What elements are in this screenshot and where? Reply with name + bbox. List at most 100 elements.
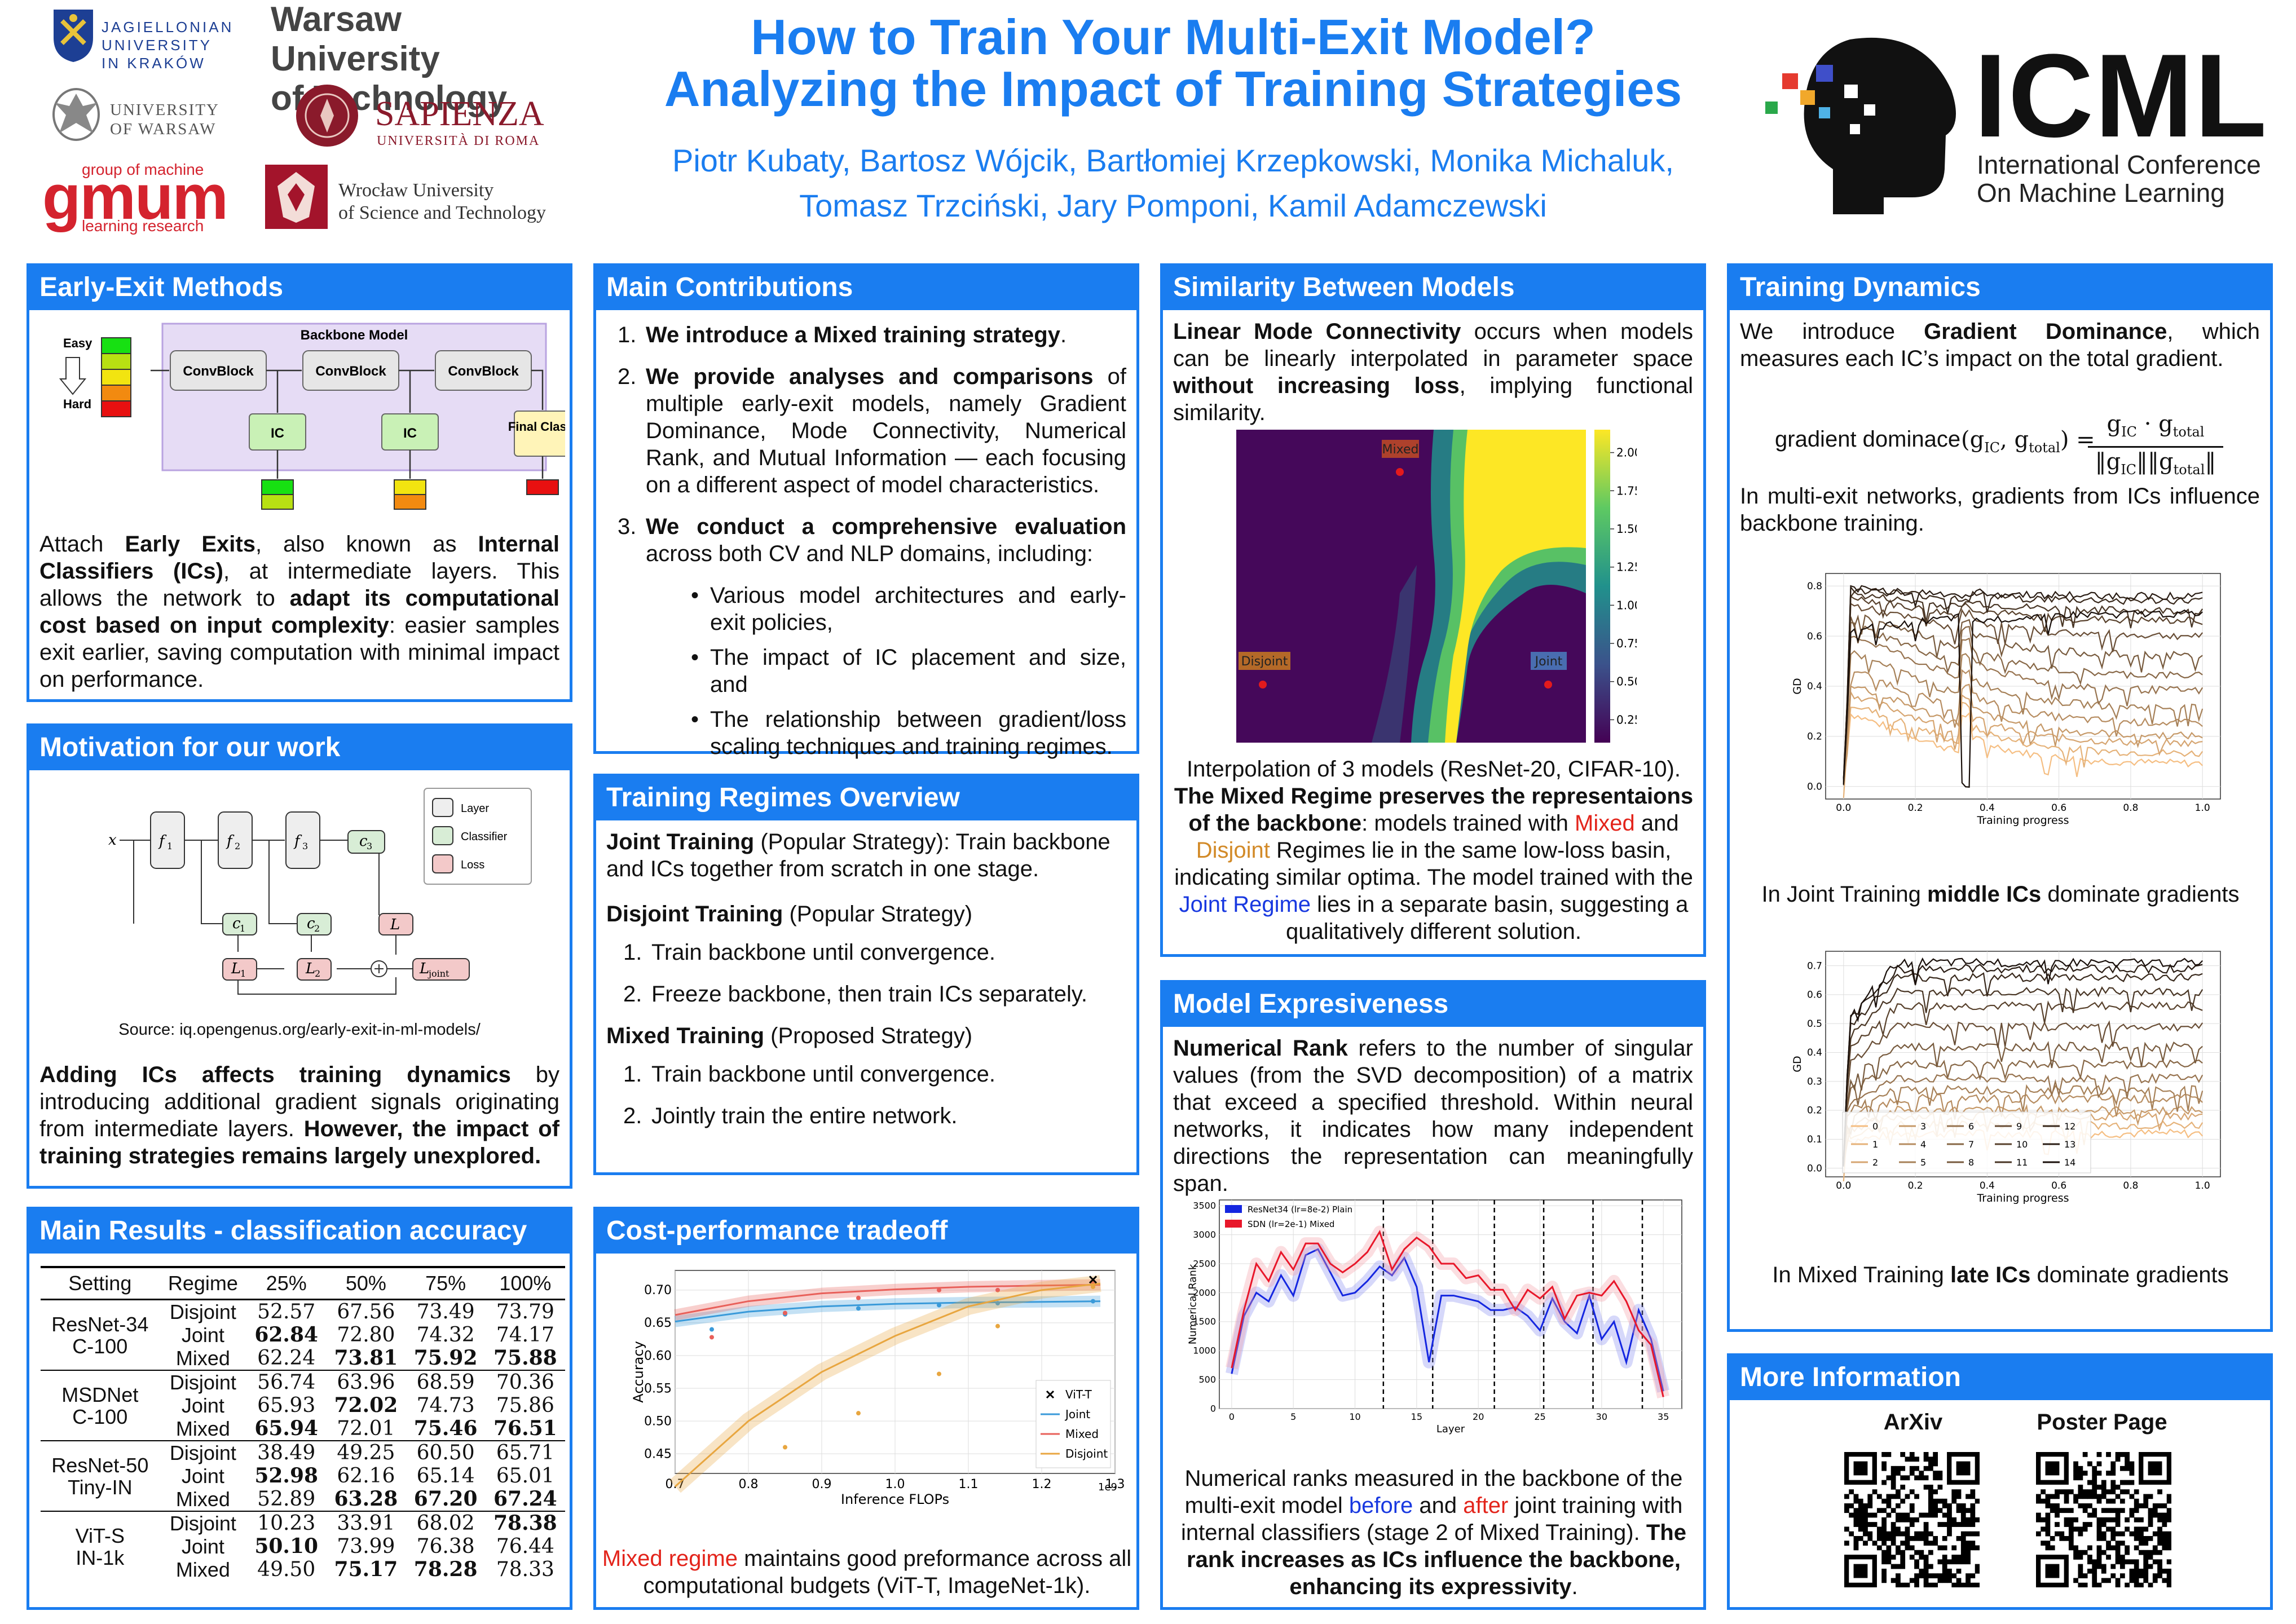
qr-module xyxy=(1881,1461,1887,1467)
qr-module xyxy=(1970,1489,1976,1494)
y-tick-label: 0.2 xyxy=(1807,731,1822,743)
legend-label: 13 xyxy=(2064,1139,2075,1150)
qr-module xyxy=(1896,1578,1901,1583)
qr-module xyxy=(1970,1541,1976,1546)
qr-module xyxy=(2134,1578,2139,1583)
qr-module xyxy=(2096,1522,2102,1527)
qr-module xyxy=(1966,1508,1971,1513)
qr-module xyxy=(1928,1541,1933,1546)
data-point xyxy=(709,1327,714,1332)
qr-module xyxy=(1881,1568,1887,1574)
qr-finder xyxy=(1853,1564,1868,1578)
value-cell: 75.86 xyxy=(496,1394,554,1417)
convblock-label: ConvBlock xyxy=(183,364,254,379)
qr-module xyxy=(2055,1494,2060,1499)
qr-module xyxy=(1956,1522,1962,1527)
similarity-panel: Similarity Between Models Linear Mode Co… xyxy=(1160,263,1706,957)
y-tick-label: 0.0 xyxy=(1807,781,1822,792)
qr-module xyxy=(1896,1494,1901,1499)
value-cell: 75.46 xyxy=(413,1416,478,1440)
qr-module xyxy=(2129,1559,2135,1565)
x-tick-label: 0.4 xyxy=(1980,1180,1995,1191)
qr-module xyxy=(2139,1568,2144,1574)
legend-label: 11 xyxy=(2016,1157,2028,1168)
qr-module xyxy=(2045,1512,2051,1518)
y-tick-label: 0.6 xyxy=(1807,631,1822,642)
qr-module xyxy=(2073,1498,2078,1504)
value-cell: 52.98 xyxy=(254,1464,319,1488)
table-header: Setting xyxy=(41,1266,160,1300)
qr-module xyxy=(1960,1512,1966,1518)
qr-module xyxy=(2162,1512,2167,1518)
dynamics-text: We introduce Gradient Dominance, which m… xyxy=(1730,310,2270,380)
colorbar-label: 1.75 xyxy=(1616,484,1637,497)
setting-cell: MSDNet C-100 xyxy=(41,1370,160,1441)
text: lies in a separate basin, suggesting a q… xyxy=(1285,892,1689,944)
arxiv-qr-code[interactable] xyxy=(1844,1452,1980,1587)
qr-module xyxy=(1923,1555,1929,1560)
text: refers to the number of singular values … xyxy=(1173,1036,1694,1196)
qr-module xyxy=(1923,1526,1929,1532)
numerical-rank-chart: 0 5 10 15 20 25 30 35 0 500 1000 1500 2000 2500 3000 35… xyxy=(1187,1199,1682,1435)
qr-module xyxy=(2162,1568,2167,1574)
table-header: Regime xyxy=(159,1266,247,1300)
table-row: ViT-S IN-1k Disjoint 10.23 33.91 68.02 78.38 xyxy=(41,1511,565,1581)
setting-line: IN-1k xyxy=(76,1546,125,1569)
text: Mixed regime xyxy=(602,1546,738,1571)
qr-module xyxy=(1890,1526,1896,1532)
qr-module xyxy=(2110,1573,2116,1578)
qr-module xyxy=(1933,1508,1938,1513)
qr-module xyxy=(2143,1498,2149,1504)
training-dynamics-panel: Training Dynamics We introduce Gradient … xyxy=(1727,263,2273,1332)
qr-module xyxy=(1928,1498,1933,1504)
table-row: Joint 62.84 72.80 74.32 74.17 xyxy=(41,1323,565,1347)
subscript: 1 xyxy=(240,923,245,934)
qr-module xyxy=(1858,1508,1863,1513)
table-row: Joint 65.93 72.02 74.73 75.86 xyxy=(41,1394,565,1417)
qr-module xyxy=(2082,1550,2088,1555)
convblock-label: ConvBlock xyxy=(315,364,386,379)
rank-series-line xyxy=(1231,1229,1664,1397)
legend-label: 6 xyxy=(1968,1121,1974,1132)
setting-line: C-100 xyxy=(72,1405,128,1428)
qr-module xyxy=(2068,1531,2074,1537)
qr-module xyxy=(1876,1508,1882,1513)
qr-module xyxy=(1890,1564,1896,1569)
qr-module xyxy=(1886,1555,1892,1560)
table-row: ResNet-50 Tiny-IN Disjoint 38.49 49.25 60.50 6… xyxy=(41,1440,565,1511)
qr-module xyxy=(2078,1573,2083,1578)
poster-qr-code[interactable] xyxy=(2036,1452,2171,1587)
qr-module xyxy=(1844,1526,1849,1532)
panel-header: Similarity Between Models xyxy=(1163,266,1703,310)
qr-module xyxy=(2134,1531,2139,1537)
qr-module xyxy=(1951,1522,1957,1527)
regime-cell: Joint xyxy=(181,1535,224,1558)
qr-module xyxy=(2041,1526,2046,1532)
qr-module xyxy=(2101,1550,2106,1555)
data-point xyxy=(937,1287,941,1292)
qr-module xyxy=(2115,1582,2121,1587)
value-cell: 50.10 xyxy=(254,1534,319,1558)
qr-module xyxy=(1956,1489,1962,1494)
qr-module xyxy=(1896,1531,1901,1537)
qr-module xyxy=(1905,1517,1910,1522)
qr-module xyxy=(2045,1498,2051,1504)
qr-module xyxy=(1923,1522,1929,1527)
motivation-text: Adding ICs affects training dynamics by … xyxy=(29,1053,570,1177)
qr-module xyxy=(2064,1522,2069,1527)
joint-point-label: Joint xyxy=(1534,655,1563,669)
title-line: Analyzing the Impact of Training Strateg… xyxy=(664,61,1682,117)
colorbar-label: 1.25 xyxy=(1616,561,1637,574)
text: Linear Mode Connectivity xyxy=(1173,319,1461,344)
qr-module xyxy=(1872,1522,1878,1527)
regime-cell: Joint xyxy=(181,1464,224,1488)
qr-module xyxy=(1923,1564,1929,1569)
y-tick-label: 2500 xyxy=(1193,1258,1216,1269)
gd-series-line xyxy=(1843,1000,2203,1158)
qr-module xyxy=(2101,1531,2106,1537)
qr-module xyxy=(2129,1568,2135,1574)
qr-module xyxy=(1881,1480,1887,1485)
qr-module xyxy=(1909,1489,1915,1494)
x-tick-label: 0.0 xyxy=(1836,802,1851,814)
